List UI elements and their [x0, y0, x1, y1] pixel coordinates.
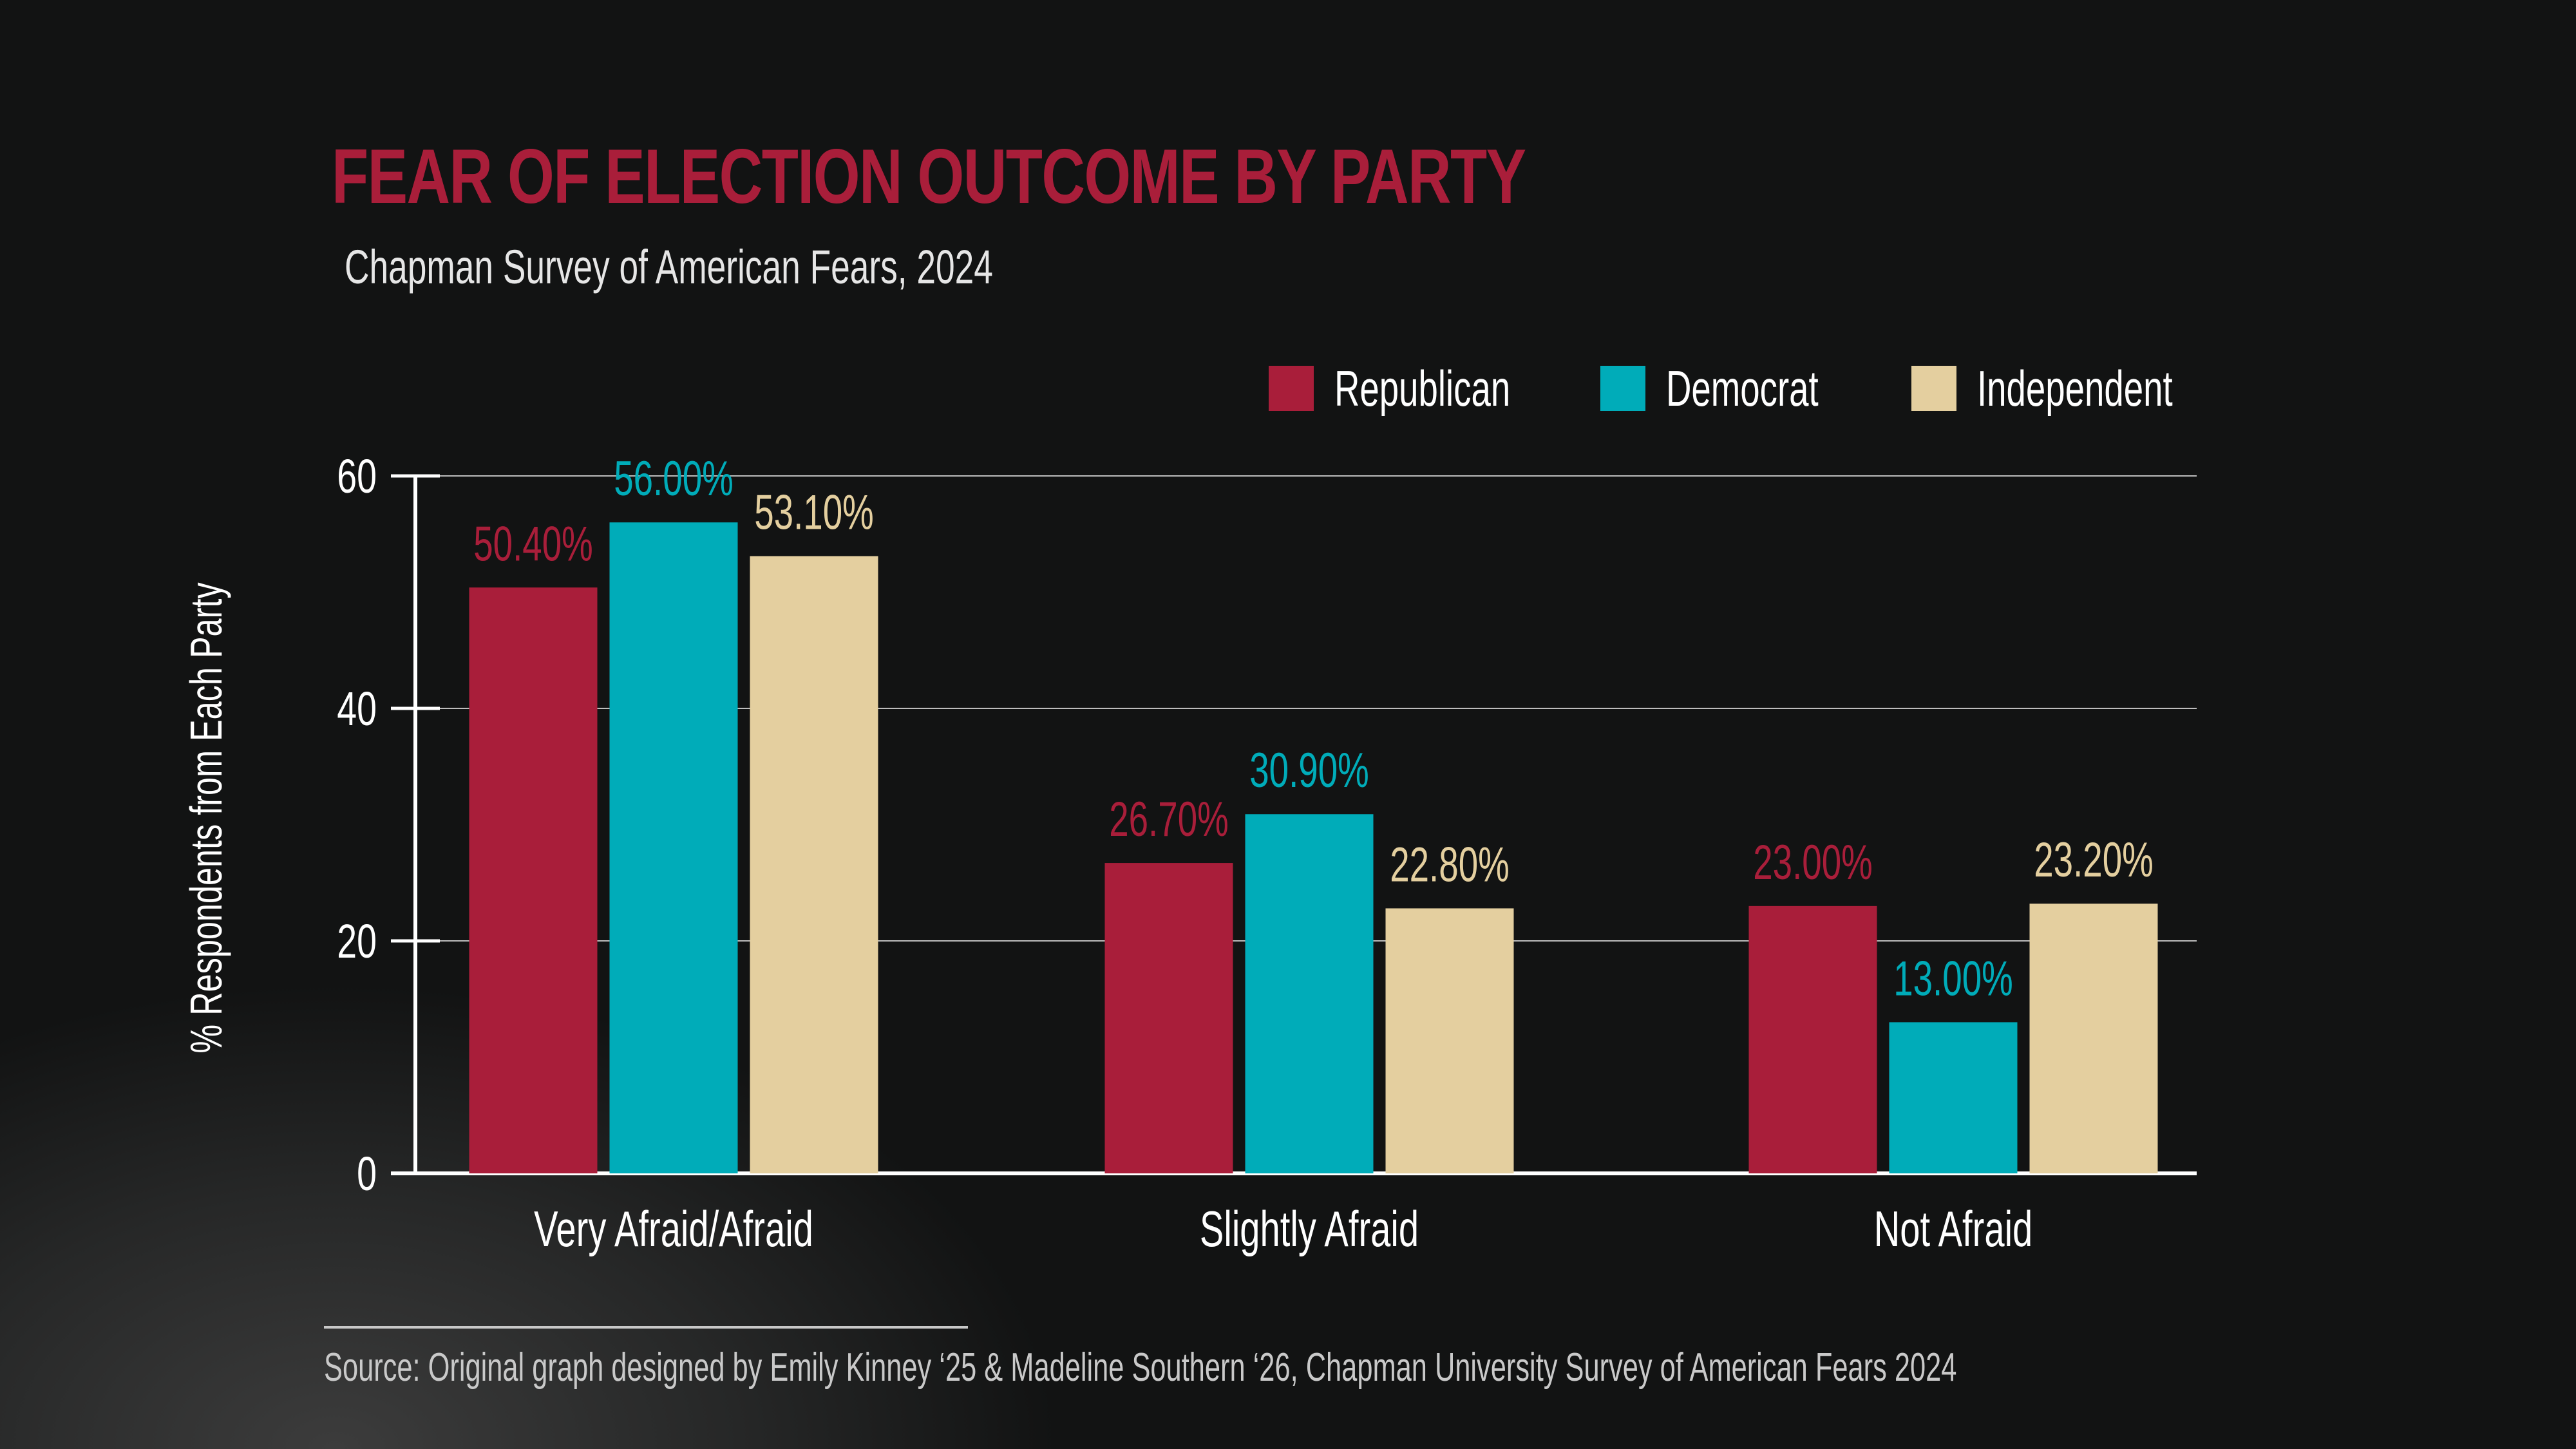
bar-republican: [1104, 863, 1233, 1173]
data-label: 50.40%: [473, 517, 593, 572]
data-label: 13.00%: [1893, 952, 2013, 1007]
bar-independent: [1385, 908, 1514, 1173]
bar-independent: [2029, 904, 2158, 1173]
legend-item-democrat: Democrat: [1600, 360, 1884, 417]
legend-label-republican: Republican: [1334, 359, 1511, 417]
data-label: 23.00%: [1753, 835, 1873, 890]
legend-item-republican: Republican: [1269, 360, 1586, 417]
data-label: 23.20%: [2034, 833, 2154, 888]
legend-swatch-independent: [1911, 366, 1956, 411]
bar-republican: [469, 587, 598, 1173]
bar-republican: [1748, 905, 1877, 1173]
legend-swatch-democrat: [1600, 366, 1645, 411]
x-tick-label: Slightly Afraid: [1200, 1201, 1419, 1257]
data-label: 22.80%: [1390, 838, 1510, 893]
legend-label-independent: Independent: [1977, 359, 2173, 417]
bar-democrat: [1889, 1022, 2018, 1173]
chart-title: FEAR OF ELECTION OUTCOME BY PARTY: [332, 133, 1526, 220]
x-tick-label: Very Afraid/Afraid: [534, 1201, 813, 1257]
data-label: 26.70%: [1109, 792, 1229, 847]
y-tick-label: 0: [357, 1147, 377, 1200]
legend-item-independent: Independent: [1911, 360, 2257, 417]
x-tick-label: Not Afraid: [1874, 1201, 2033, 1257]
source-divider: [324, 1326, 968, 1329]
y-tick-label: 40: [337, 682, 377, 735]
chart-subtitle: Chapman Survey of American Fears, 2024: [345, 240, 993, 294]
bar-democrat: [1245, 814, 1374, 1173]
source-note: Source: Original graph designed by Emily…: [324, 1345, 1957, 1390]
y-tick-label: 20: [337, 914, 377, 968]
data-label: 56.00%: [614, 451, 734, 506]
bar-democrat: [609, 522, 738, 1173]
bar-independent: [750, 556, 878, 1173]
legend-label-democrat: Democrat: [1666, 359, 1819, 417]
y-tick-label: 60: [337, 450, 377, 503]
legend-swatch-republican: [1269, 366, 1314, 411]
data-label: 53.10%: [754, 486, 874, 540]
data-label: 30.90%: [1249, 744, 1369, 799]
